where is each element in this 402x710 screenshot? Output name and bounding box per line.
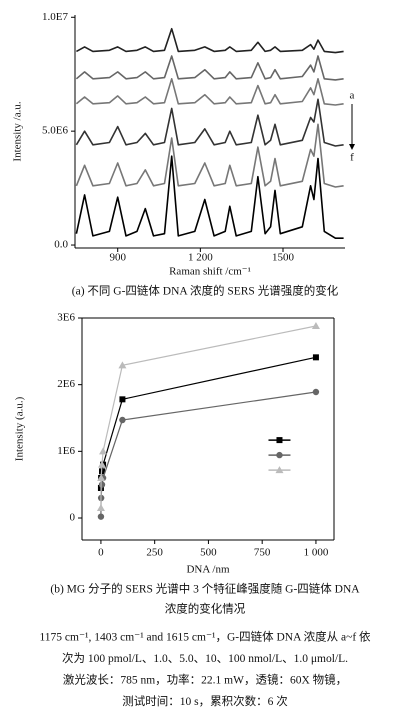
- marker: [119, 396, 126, 403]
- x-tick-label: 1 000: [304, 547, 329, 559]
- y-tick-label: 1E6: [57, 445, 75, 457]
- annotation: f: [350, 152, 354, 164]
- marker: [97, 513, 105, 520]
- x-axis-label: DNA /nm: [186, 564, 230, 576]
- marker: [97, 474, 106, 481]
- marker: [96, 504, 105, 511]
- marker: [118, 361, 127, 369]
- caption: 浓度的变化情况: [165, 602, 246, 616]
- legend-marker: [275, 466, 284, 474]
- x-axis-label: Raman shift /cm⁻¹: [169, 266, 251, 278]
- y-tick-label: 3E6: [57, 312, 75, 324]
- x-tick-label: 500: [200, 547, 217, 559]
- y-axis-label: Intensity /a.u.: [12, 101, 24, 161]
- x-tick-label: 750: [254, 547, 271, 559]
- y-tick-label: 1.0E7: [42, 11, 68, 23]
- note: 测试时间：10 s，累积次数：6 次: [122, 694, 288, 708]
- marker: [97, 460, 106, 468]
- note: 次为 100 pmol/L、1.0、5.0、10、100 nmol/L、1.0 …: [62, 651, 348, 665]
- x-tick-label: 1500: [272, 252, 295, 264]
- marker: [312, 388, 320, 396]
- y-tick-label: 2E6: [57, 378, 75, 390]
- caption: (a) 不同 G-四链体 DNA 浓度的 SERS 光谱强度的变化: [72, 284, 339, 298]
- note: 1175 cm⁻¹, 1403 cm⁻¹ and 1615 cm⁻¹，G-四链体…: [39, 630, 371, 644]
- x-tick-label: 900: [109, 252, 126, 264]
- x-tick-label: 1 200: [188, 252, 213, 264]
- marker: [311, 322, 320, 329]
- series-line: [76, 27, 344, 54]
- marker: [119, 416, 126, 424]
- legend-marker: [276, 437, 283, 444]
- x-tick-label: 250: [146, 547, 163, 559]
- y-tick-label: 0.0: [54, 239, 68, 251]
- marker: [98, 481, 106, 488]
- series-line: [75, 123, 344, 188]
- legend-marker: [276, 451, 283, 459]
- y-tick-label: 0: [70, 512, 76, 524]
- series-line: [75, 155, 344, 239]
- y-tick-label: 5.0E6: [42, 125, 68, 137]
- series-line: [75, 98, 344, 147]
- series-line: [75, 55, 344, 81]
- y-axis-label: Intensity (a.u.): [14, 396, 26, 461]
- note: 激光波长：785 nm，功率：22.1 mW，透镜：60X 物镜，: [63, 673, 347, 687]
- series-line: [75, 78, 344, 106]
- marker: [99, 447, 108, 455]
- x-tick-label: 0: [98, 547, 104, 559]
- annotation: a: [350, 90, 355, 102]
- marker: [312, 354, 319, 361]
- series-line: [100, 356, 317, 489]
- annotation-arrow-head: [349, 144, 355, 150]
- caption: (b) MG 分子的 SERS 光谱中 3 个特征峰强度随 G-四链体 DNA: [50, 582, 360, 596]
- series-line: [100, 325, 317, 509]
